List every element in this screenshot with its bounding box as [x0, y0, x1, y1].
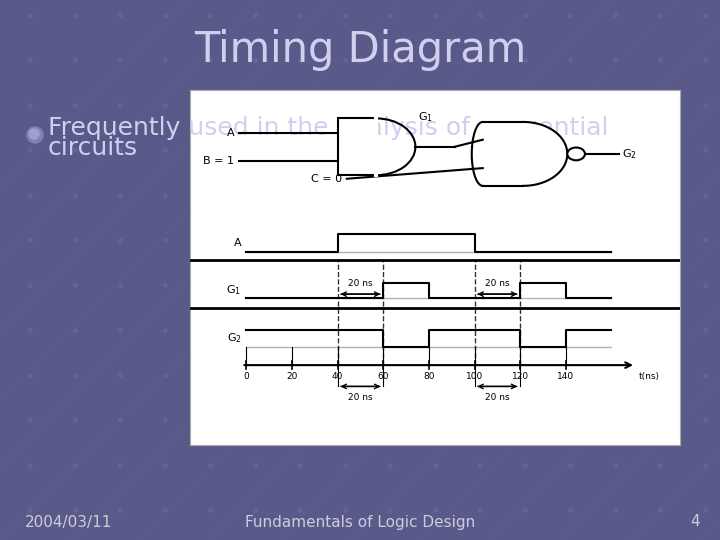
Text: Fundamentals of Logic Design: Fundamentals of Logic Design: [245, 515, 475, 530]
Text: G$_1$: G$_1$: [418, 110, 433, 124]
Text: A: A: [227, 127, 234, 138]
Text: 80: 80: [423, 372, 435, 381]
Text: circuits: circuits: [48, 136, 138, 160]
Text: 0: 0: [243, 372, 249, 381]
Text: G$_2$: G$_2$: [621, 147, 636, 161]
Text: t(ns): t(ns): [639, 372, 660, 381]
Polygon shape: [472, 122, 567, 186]
Text: 120: 120: [512, 372, 528, 381]
Text: 20 ns: 20 ns: [348, 279, 373, 288]
Circle shape: [29, 129, 39, 139]
Text: B = 1: B = 1: [203, 156, 234, 166]
Text: 40: 40: [332, 372, 343, 381]
Text: G$_2$: G$_2$: [227, 332, 241, 346]
Text: G$_1$: G$_1$: [227, 284, 241, 298]
Text: 20 ns: 20 ns: [485, 393, 510, 402]
Text: 2004/03/11: 2004/03/11: [25, 515, 112, 530]
Text: Frequently used in the analysis of sequential: Frequently used in the analysis of seque…: [48, 116, 608, 140]
Text: 100: 100: [466, 372, 483, 381]
Text: Timing Diagram: Timing Diagram: [194, 29, 526, 71]
Text: 4: 4: [690, 515, 700, 530]
Text: C = 0: C = 0: [311, 174, 342, 184]
Circle shape: [27, 127, 43, 143]
Text: 20: 20: [287, 372, 297, 381]
Text: 140: 140: [557, 372, 575, 381]
Text: 60: 60: [377, 372, 389, 381]
Bar: [190, 90, 680, 445]
Bar: [338, 118, 377, 175]
Text: 20 ns: 20 ns: [348, 393, 373, 402]
Text: A: A: [234, 238, 241, 248]
Text: 20 ns: 20 ns: [485, 279, 510, 288]
Circle shape: [567, 147, 585, 160]
